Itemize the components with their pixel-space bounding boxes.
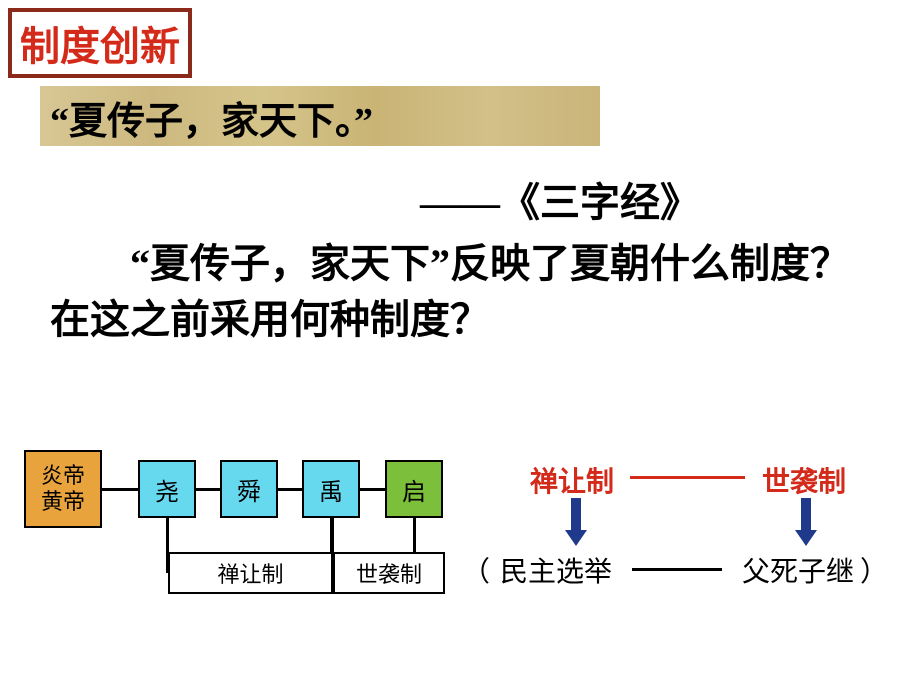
node-yao: 尧 — [138, 460, 196, 518]
node-yandi-huangdi: 炎帝 黄帝 — [24, 450, 102, 528]
node-label: 启 — [402, 472, 426, 507]
desc-minzhu: 民主选举 — [500, 550, 612, 590]
label-shixi: 世袭制 — [356, 557, 422, 589]
page-title: 制度创新 — [20, 25, 180, 69]
connector-line — [360, 488, 385, 491]
connector-line — [278, 488, 302, 491]
red-label-shanrang: 禅让制 — [530, 460, 614, 500]
paren-close: ） — [860, 550, 888, 590]
desc-fusi: 父死子继 — [742, 550, 854, 590]
quote-source: ——《三字经》 — [420, 170, 700, 228]
connector-line — [196, 488, 220, 491]
red-label-shixi: 世袭制 — [762, 460, 846, 500]
node-yu: 禹 — [302, 460, 360, 518]
node-label: 尧 — [155, 472, 179, 507]
succession-diagram: 炎帝 黄帝 尧 舜 禹 启 禅让制 世袭制 禅让制 世袭制 （ 民主选举 父死子… — [20, 420, 900, 650]
label-shanrang-box: 禅让制 — [168, 552, 333, 594]
label-shixi-box: 世袭制 — [333, 552, 445, 594]
node-qi: 启 — [385, 460, 443, 518]
node-label: 禹 — [319, 472, 343, 507]
node-shun: 舜 — [220, 460, 278, 518]
transition-line — [630, 476, 745, 479]
arrow-down-icon — [565, 498, 585, 548]
connector-line — [102, 488, 138, 491]
label-shanrang: 禅让制 — [217, 557, 283, 589]
node-label: 舜 — [237, 472, 261, 507]
title-box: 制度创新 — [8, 8, 192, 78]
paren-open: （ — [462, 550, 490, 590]
desc-connector — [632, 568, 722, 571]
node-label: 炎帝 黄帝 — [41, 463, 85, 516]
arrow-down-icon — [795, 498, 815, 548]
quote-text: “夏传子，家天下。” — [50, 101, 373, 143]
quote-box: “夏传子，家天下。” — [40, 86, 600, 146]
question-text: “夏传子，家天下”反映了夏朝什么制度？在这之前采用何种制度？ — [50, 236, 870, 348]
